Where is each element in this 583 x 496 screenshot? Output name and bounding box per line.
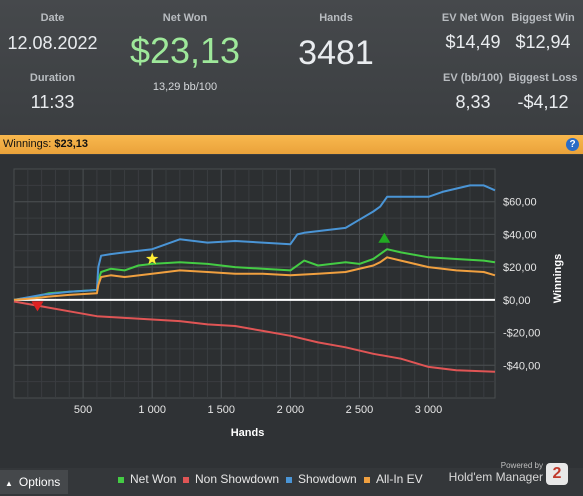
biggest-win-value: $12,94 (515, 32, 571, 52)
date-value: 12.08.2022 (7, 33, 98, 53)
hands-label: Hands (319, 12, 353, 24)
legend-showdown[interactable]: Showdown (286, 472, 357, 486)
biggest-win-label: Biggest Win (511, 12, 575, 24)
powered-by-text: Powered by (500, 461, 543, 470)
help-icon[interactable]: ? (566, 138, 579, 151)
options-button[interactable]: ▲ Options (0, 470, 68, 494)
biggest-loss-value: -$4,12 (517, 92, 569, 112)
legend-net-won-label: Net Won (130, 472, 177, 486)
legend-non-showdown-label: Non Showdown (195, 472, 280, 486)
legend-net-won[interactable]: Net Won (118, 472, 176, 486)
net-won-label: Net Won (162, 12, 208, 24)
winnings-bar-text: Winnings: $23,13 (3, 138, 88, 150)
x-tick-label: 2 000 (277, 404, 305, 416)
legend-all-in-ev-label: All-In EV (376, 472, 423, 486)
x-axis-title: Hands (231, 427, 265, 439)
x-tick-label: 2 500 (346, 404, 374, 416)
y-tick-label: $0,00 (503, 295, 531, 307)
chart-area: 500 1 000 1 500 2 000 2 500 3 000 $60,00 $40,00… (0, 155, 583, 468)
series-line-non-showdown (13, 300, 496, 373)
star-marker (146, 252, 159, 265)
showdown-swatch (286, 476, 292, 483)
all-in-ev-swatch (364, 476, 370, 483)
winnings-label: Winnings: (3, 138, 52, 150)
biggest-loss-label: Biggest Loss (508, 72, 578, 84)
hands-value: 3481 (298, 34, 374, 72)
y-tick-label: $40,00 (503, 229, 537, 241)
x-tick-label: 500 (74, 404, 92, 416)
options-label: Options (18, 475, 61, 489)
ev-bb100-label: EV (bb/100) (443, 72, 503, 84)
legend-all-in-ev[interactable]: All-In EV (364, 472, 423, 486)
net-won-bb100: 13,29 bb/100 (152, 81, 218, 93)
series-line-showdown (13, 184, 496, 301)
hm2-logo-icon: 2 (546, 463, 568, 485)
duration-label: Duration (29, 72, 76, 84)
y-tick-label: -$40,00 (503, 360, 540, 372)
x-tick-label: 3 000 (415, 404, 443, 416)
ev-bb100-value: 8,33 (455, 92, 491, 112)
x-tick-label: 1 000 (138, 404, 166, 416)
ev-net-won-value: $14,49 (445, 32, 501, 52)
net-won-swatch (118, 476, 124, 483)
winnings-bar: Winnings: $23,13 ? (0, 135, 583, 154)
y-tick-label: -$20,00 (503, 328, 540, 340)
y-tick-label: $60,00 (503, 197, 537, 209)
brand-name: Hold'em Manager (448, 470, 543, 484)
net-won-value: $23,13 (129, 30, 241, 71)
caret-up-icon: ▲ (5, 479, 13, 488)
x-tick-label: 1 500 (208, 404, 236, 416)
y-axis-title: Winnings (552, 254, 564, 303)
non-showdown-swatch (183, 476, 189, 483)
legend-non-showdown[interactable]: Non Showdown (183, 472, 279, 486)
stats-panel: Date 12.08.2022 Duration 11:33 Net Won $… (0, 0, 583, 134)
legend-showdown-label: Showdown (298, 472, 357, 486)
biggest-loss-marker (31, 301, 44, 312)
y-tick-label: $20,00 (503, 262, 537, 274)
series-line-all-in-ev (13, 256, 496, 301)
winnings-chart: 500 1 000 1 500 2 000 2 500 3 000 $60,00 $40,00… (13, 168, 564, 439)
winnings-value: $23,13 (54, 138, 89, 150)
date-label: Date (40, 12, 65, 24)
ev-net-won-label: EV Net Won (441, 12, 505, 24)
biggest-win-marker (378, 232, 391, 243)
duration-value: 11:33 (30, 92, 75, 112)
